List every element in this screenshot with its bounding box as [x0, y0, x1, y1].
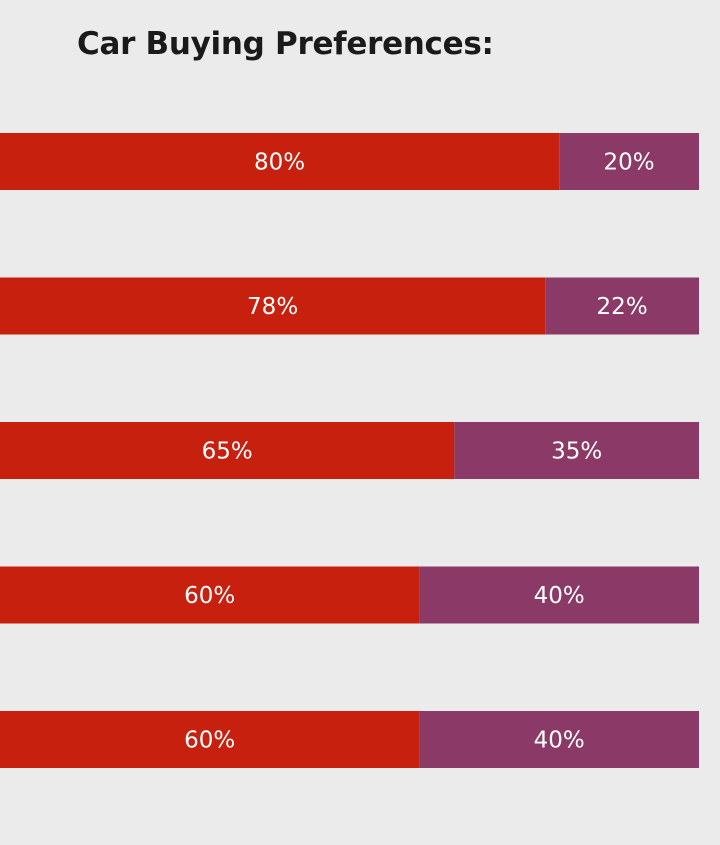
bar-label-5-series-2: 40% [534, 728, 585, 754]
bar-segment-3-series-1 [0, 422, 455, 479]
bar-label-5-series-1: 60% [184, 728, 235, 754]
bar-label-4-series-1: 60% [184, 583, 235, 609]
bar-label-3-series-1: 65% [202, 439, 253, 465]
bar-segment-2-series-1 [0, 277, 546, 335]
bar-segment-5-series-1 [0, 711, 420, 768]
bar-segment-3-series-2 [454, 422, 699, 479]
bar-label-1-series-2: 20% [604, 150, 655, 176]
bar-segment-1-series-1 [0, 133, 560, 190]
chart-title: Car Buying Preferences: [77, 26, 494, 62]
bar-label-3-series-2: 35% [551, 439, 602, 465]
bar-segment-2-series-2 [545, 277, 699, 335]
bar-segment-5-series-2 [419, 711, 699, 768]
bar-segment-1-series-2 [559, 133, 699, 190]
bar-label-4-series-2: 40% [534, 583, 585, 609]
bar-label-2-series-2: 22% [597, 294, 648, 320]
bar-segment-4-series-2 [419, 566, 699, 624]
bar-label-2-series-1: 78% [247, 294, 298, 320]
bar-segment-4-series-1 [0, 566, 420, 624]
bar-label-1-series-1: 80% [254, 150, 305, 176]
